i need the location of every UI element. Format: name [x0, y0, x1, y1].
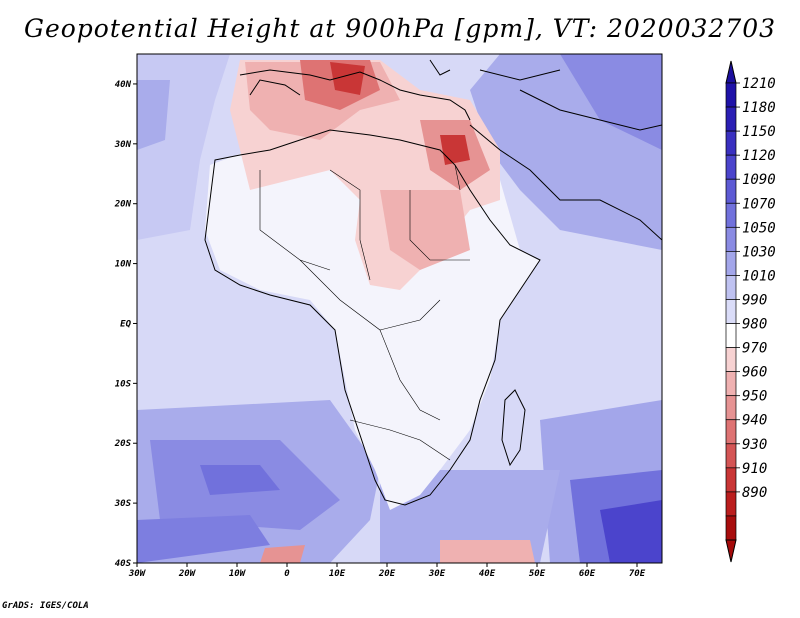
- colorbar: 1210 1180 1150 1120 1090 1070 1050 1030 1010 990 9…: [725, 60, 776, 563]
- x-axis-ticks: 30W 20W 10W 0 10E 20E 30E 40E 50E 60E 70E: [128, 563, 646, 579]
- colorbar-segment: [725, 491, 737, 517]
- colorbar-segment: [725, 515, 737, 541]
- colorbar-segment: [725, 202, 737, 228]
- map-frame: [136, 53, 663, 564]
- colorbar-segment: [725, 347, 737, 372]
- y-tick-label: 30S: [114, 499, 132, 509]
- colorbar-top-arrow: [725, 60, 737, 84]
- y-tick-label: 30N: [114, 140, 132, 150]
- colorbar-label: 1070: [742, 196, 776, 212]
- colorbar-segment: [725, 82, 737, 108]
- geopotential-map: 30W 20W 10W 0 10E 20E 30E 40E 50E 60E 70E 40N 30N 20…: [114, 53, 776, 579]
- colorbar-label: 1120: [742, 148, 776, 164]
- colorbar-segment: [725, 323, 737, 348]
- colorbar-label: 1090: [742, 172, 776, 188]
- colorbar-label: 890: [742, 485, 767, 501]
- colorbar-segment: [725, 371, 737, 397]
- colorbar-segment: [725, 130, 737, 156]
- colorbar-segment: [725, 467, 737, 493]
- colorbar-label: 940: [742, 413, 767, 429]
- y-tick-label: 40N: [115, 80, 132, 90]
- colorbar-segment: [725, 251, 737, 276]
- colorbar-label: 990: [742, 292, 767, 308]
- colorbar-label: 970: [742, 341, 767, 357]
- x-tick-label: 0: [284, 569, 290, 579]
- colorbar-label: 1010: [742, 268, 776, 284]
- colorbar-segment: [725, 443, 737, 469]
- y-tick-label: 20N: [114, 200, 132, 210]
- height-field: [137, 54, 662, 563]
- colorbar-label: 930: [742, 437, 767, 453]
- y-tick-label: 10S: [115, 379, 132, 389]
- grads-credit: GrADS: IGES/COLA: [2, 601, 89, 611]
- x-tick-label: 30E: [428, 569, 446, 579]
- map-title: Geopotential Height at 900hPa [gpm], VT:…: [23, 14, 777, 43]
- colorbar-bottom-arrow: [725, 539, 737, 563]
- coastlines: [204, 59, 662, 506]
- x-tick-label: 60E: [579, 569, 596, 579]
- colorbar-segment: [725, 106, 737, 132]
- colorbar-segment: [725, 419, 737, 445]
- colorbar-label: 910: [742, 461, 767, 477]
- colorbar-label: 960: [742, 365, 767, 381]
- y-tick-label: EQ: [120, 319, 131, 329]
- colorbar-label: 1210: [742, 76, 776, 92]
- colorbar-label: 1150: [742, 124, 776, 140]
- colorbar-label: 1030: [742, 244, 776, 260]
- y-axis-ticks: 40N 30N 20N 10N EQ 10S 20S 30S 40S: [114, 80, 137, 569]
- colorbar-segment: [725, 178, 737, 204]
- colorbar-segment: [725, 395, 737, 421]
- x-tick-label: 20E: [378, 569, 396, 579]
- x-tick-label: 10W: [229, 569, 247, 579]
- x-tick-label: 20W: [178, 569, 197, 579]
- y-tick-label: 10N: [115, 260, 132, 270]
- y-tick-label: 20S: [114, 439, 132, 449]
- colorbar-label: 980: [742, 317, 767, 333]
- x-tick-label: 70E: [629, 569, 646, 579]
- colorbar-segment: [725, 226, 737, 252]
- country-borders: [259, 164, 470, 461]
- x-tick-label: 10E: [329, 569, 346, 579]
- colorbar-segment: [725, 299, 737, 324]
- y-tick-label: 40S: [115, 559, 132, 569]
- x-tick-label: 50E: [529, 569, 546, 579]
- colorbar-label: 1180: [742, 100, 776, 116]
- colorbar-label: 950: [742, 389, 767, 405]
- x-tick-label: 40E: [479, 569, 496, 579]
- colorbar-segment: [725, 154, 737, 180]
- x-tick-label: 30W: [128, 569, 147, 579]
- colorbar-label: 1050: [742, 220, 776, 236]
- colorbar-segment: [725, 275, 737, 300]
